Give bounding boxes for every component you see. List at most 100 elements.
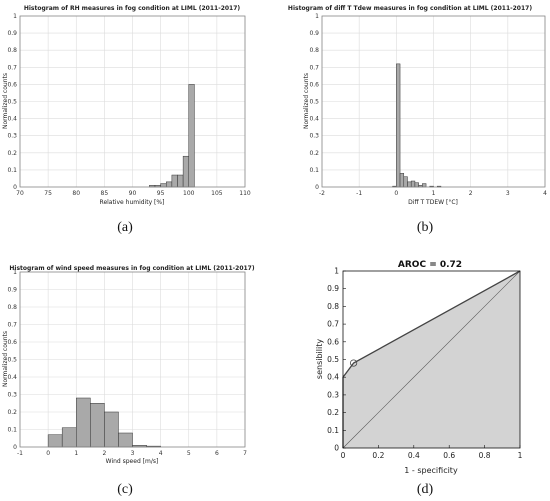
histogram-bar <box>188 84 195 188</box>
y-tick-label: 0.2 <box>7 409 17 416</box>
chart-d-ylabel: sensibility <box>315 339 324 379</box>
x-tick-label: -2 <box>319 190 325 197</box>
chart-a-bars <box>149 84 195 188</box>
x-tick-label: 0.6 <box>443 451 455 460</box>
x-tick-label: -1 <box>356 190 362 197</box>
chart-c: Histogram of wind speed measures in fog … <box>2 265 255 465</box>
y-tick-label: 0.1 <box>309 167 319 174</box>
y-tick-label: 0.6 <box>309 81 319 88</box>
x-tick-label: 85 <box>101 190 109 197</box>
y-tick-label: 0.6 <box>327 337 339 346</box>
chart-a-frame <box>19 15 246 188</box>
y-tick-label: 0.8 <box>7 304 17 311</box>
x-tick-label: 1 <box>74 450 78 457</box>
chart-d-ticks: 0 0.1 0.2 0.3 0.4 0.5 0.6 0.7 0.8 0.9 1 0 0.2 0.4 0.6 0… <box>327 267 523 461</box>
chart-c-ylabel: Normalized counts <box>2 331 9 387</box>
chart-b-xlabel: Diff T TDEW [°C] <box>408 199 458 206</box>
chart-a-xlabel: Relative humidity [%] <box>100 199 165 206</box>
histogram-bar <box>118 432 133 448</box>
y-tick-label: 0.5 <box>7 99 17 106</box>
x-tick-label: -1 <box>17 450 23 457</box>
chart-a: Histogram of RH measures in fog conditio… <box>2 5 251 206</box>
y-tick-label: 0.6 <box>7 339 17 346</box>
chance-diagonal <box>342 270 521 449</box>
x-tick-label: 6 <box>215 450 219 457</box>
y-tick-label: 0.8 <box>327 302 339 311</box>
y-tick-label: 0.2 <box>309 150 319 157</box>
x-tick-label: 0.8 <box>479 451 491 460</box>
y-tick-label: 0.7 <box>309 64 319 71</box>
y-tick-label: 0.6 <box>7 81 17 88</box>
y-tick-label: 0.2 <box>7 150 17 157</box>
chart-c-bars <box>47 397 161 448</box>
x-tick-label: 75 <box>44 190 52 197</box>
x-tick-label: 1 <box>432 190 436 197</box>
y-tick-label: 0.9 <box>327 284 339 293</box>
y-tick-label: 0.9 <box>7 287 17 294</box>
chart-b-title: Histogram of diff T Tdew measures in fog… <box>288 5 532 12</box>
operating-point <box>350 359 358 367</box>
x-tick-label: 0.4 <box>408 451 420 460</box>
chart-a-grid <box>19 15 246 188</box>
histogram-bar <box>399 173 405 188</box>
chart-a-title: Histogram of RH measures in fog conditio… <box>24 5 241 12</box>
caption-c: (c) <box>117 482 133 497</box>
chart-b-ylabel: Normalized counts <box>303 73 310 129</box>
x-tick-label: 70 <box>16 190 24 197</box>
histogram-bar <box>414 182 419 188</box>
histogram-bar <box>160 183 167 188</box>
y-tick-label: 0.5 <box>309 99 319 106</box>
y-tick-label: 0.5 <box>7 357 17 364</box>
y-tick-label: 0 <box>13 444 17 451</box>
histogram-bar <box>403 176 408 188</box>
histogram-bar <box>171 174 178 188</box>
x-tick-label: 5 <box>187 450 191 457</box>
y-tick-label: 0.8 <box>309 47 319 54</box>
chart-d-area <box>342 270 521 449</box>
caption-b: (b) <box>416 220 434 235</box>
histogram-bar <box>104 411 119 448</box>
chart-b-grid <box>321 15 546 188</box>
histogram-bar <box>422 183 427 188</box>
x-tick-label: 3 <box>506 190 510 197</box>
histogram-bar <box>182 155 189 188</box>
y-tick-label: 1 <box>334 267 339 276</box>
x-tick-label: 7 <box>243 450 247 457</box>
histogram-bar <box>166 181 173 188</box>
x-tick-label: 95 <box>157 190 165 197</box>
x-tick-label: 90 <box>129 190 137 197</box>
chart-d-title: AROC = 0.72 <box>398 260 462 270</box>
chart-d-xlabel: 1 - specificity <box>404 466 458 475</box>
y-tick-label: 0.3 <box>309 133 319 140</box>
y-tick-label: 0.5 <box>327 355 339 364</box>
x-tick-label: 80 <box>72 190 80 197</box>
x-tick-label: 105 <box>211 190 223 197</box>
x-tick-label: 0.2 <box>372 451 384 460</box>
histogram-bar <box>90 403 105 448</box>
histogram-bar <box>410 180 416 188</box>
x-tick-label: 2 <box>469 190 473 197</box>
y-tick-label: 0.9 <box>309 30 319 37</box>
y-tick-label: 0.4 <box>7 374 17 381</box>
y-tick-label: 0.3 <box>7 133 17 140</box>
y-tick-label: 0.4 <box>7 116 17 123</box>
x-tick-label: 3 <box>131 450 135 457</box>
y-tick-label: 0.3 <box>327 390 339 399</box>
x-tick-label: 110 <box>239 190 251 197</box>
y-tick-label: 0.1 <box>7 167 17 174</box>
x-tick-label: 4 <box>159 450 163 457</box>
chart-c-frame <box>19 271 246 448</box>
x-tick-label: 1 <box>518 451 523 460</box>
y-tick-label: 0.7 <box>7 64 17 71</box>
y-tick-label: 0.4 <box>309 116 319 123</box>
x-tick-label: 2 <box>102 450 106 457</box>
y-tick-label: 1 <box>13 13 17 20</box>
x-tick-label: 0 <box>341 451 346 460</box>
histogram-bar <box>177 174 184 188</box>
y-tick-label: 0.4 <box>327 373 339 382</box>
y-tick-label: 0.8 <box>7 47 17 54</box>
chart-a-ylabel: Normalized counts <box>2 73 9 129</box>
y-tick-label: 0.2 <box>327 408 339 417</box>
histogram-bar <box>47 434 63 448</box>
chart-b: Histogram of diff T Tdew measures in fog… <box>288 5 547 206</box>
